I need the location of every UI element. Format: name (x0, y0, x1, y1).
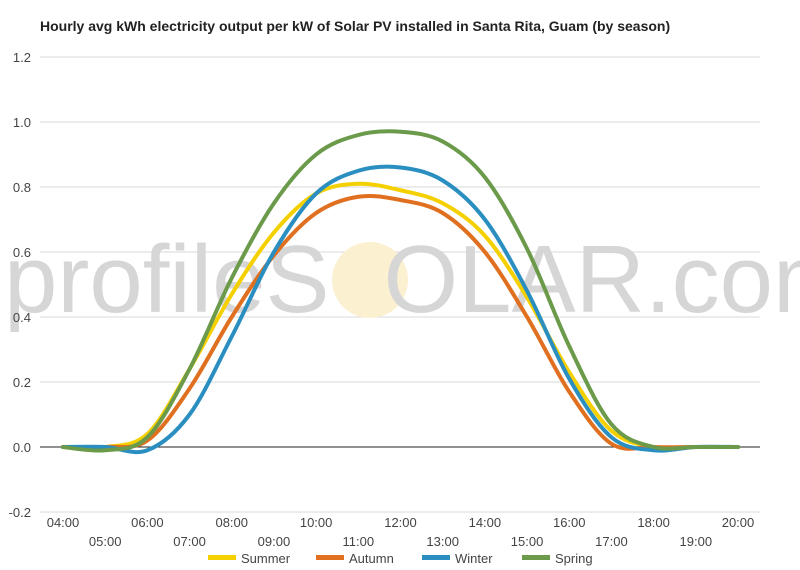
legend: Summer Autumn Winter Spring (208, 551, 593, 566)
y-tick-label: 0.2 (13, 375, 31, 390)
legend-swatch-spring (522, 555, 550, 560)
x-tick-label: 17:00 (595, 534, 628, 549)
y-tick-label: 1.0 (13, 115, 31, 130)
x-tick-label: 13:00 (426, 534, 459, 549)
y-tick-label: 1.2 (13, 50, 31, 65)
x-tick-label: 18:00 (637, 515, 670, 530)
chart-title: Hourly avg kWh electricity output per kW… (40, 18, 671, 34)
x-tick-label: 14:00 (469, 515, 502, 530)
x-tick-label: 11:00 (343, 534, 375, 549)
legend-swatch-winter (422, 555, 450, 560)
x-tick-label: 05:00 (89, 534, 122, 549)
y-tick-label: 0.4 (13, 310, 31, 325)
y-tick-label: 0.0 (13, 440, 31, 455)
x-tick-label: 08:00 (215, 515, 248, 530)
x-tick-label: 19:00 (680, 534, 713, 549)
series-lines (61, 129, 740, 455)
x-tick-label: 07:00 (173, 534, 206, 549)
legend-label-winter: Winter (455, 551, 493, 566)
legend-label-summer: Summer (241, 551, 291, 566)
legend-label-spring: Spring (555, 551, 593, 566)
y-tick-label: 0.8 (13, 180, 31, 195)
legend-swatch-autumn (316, 555, 344, 560)
x-tick-label: 06:00 (131, 515, 164, 530)
x-tick-label: 12:00 (384, 515, 417, 530)
series-line-spring (61, 129, 740, 453)
series-line-winter (61, 164, 740, 455)
legend-label-autumn: Autumn (349, 551, 394, 566)
x-tick-label: 09:00 (258, 534, 291, 549)
x-tick-label: 16:00 (553, 515, 586, 530)
grid (40, 56, 760, 513)
watermark-sun-icon (332, 242, 408, 318)
x-tick-label: 04:00 (47, 515, 80, 530)
y-tick-label: -0.2 (9, 505, 31, 520)
series-line-autumn (61, 193, 740, 451)
x-tick-label: 15:00 (511, 534, 544, 549)
x-tick-label: 20:00 (722, 515, 755, 530)
y-tick-label: 0.6 (13, 245, 31, 260)
x-tick-label: 10:00 (300, 515, 333, 530)
legend-swatch-summer (208, 555, 236, 560)
axes: -0.2 0.0 0.2 0.4 0.6 0.8 1.0 1.2 04:00 05:00 06:00… (9, 50, 760, 549)
